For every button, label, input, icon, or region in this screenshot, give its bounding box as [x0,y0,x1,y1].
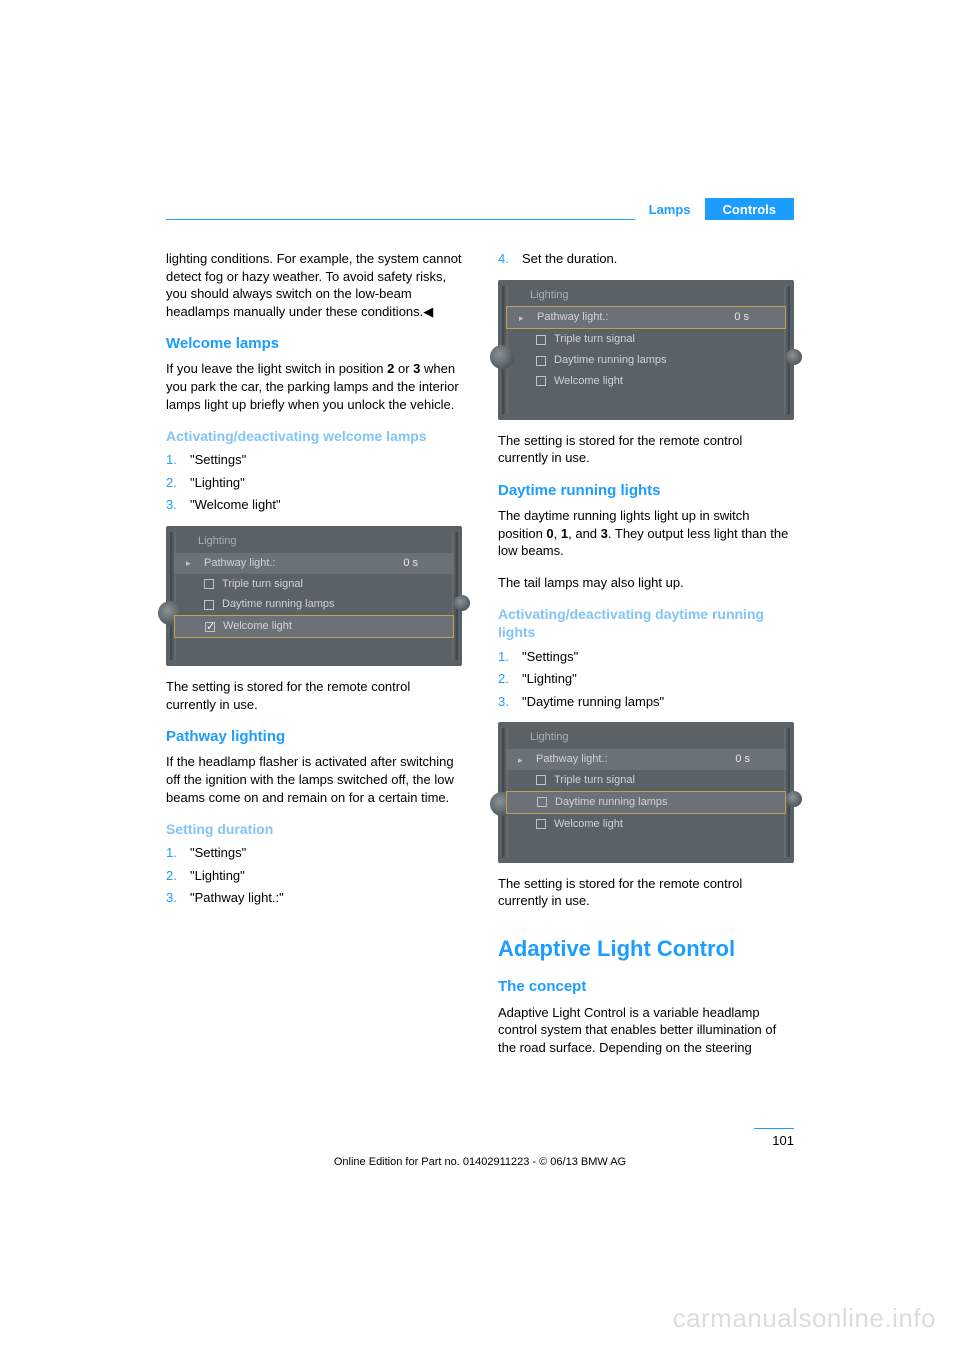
idrive-row: Welcome light [506,371,786,392]
page-number-block: 101 [754,1128,794,1148]
idrive-screenshot-welcome: Lighting ▸Pathway light.:0 s Triple turn… [166,526,462,666]
stored-note: The setting is stored for the remote con… [166,678,462,713]
drl-steps-list: 1."Settings" 2."Lighting" 3."Daytime run… [498,648,794,711]
idrive-title: Lighting [506,728,786,749]
activating-welcome-heading: Activating/deactivating welcome lamps [166,427,462,445]
stored-note: The setting is stored for the remote con… [498,875,794,910]
list-item: 2."Lighting" [166,474,462,492]
footer-edition: Online Edition for Part no. 01402911223 … [0,1156,960,1168]
idrive-row-selected: Daytime running lamps [506,791,786,814]
idrive-row-selected: ▸Pathway light.:0 s [506,306,786,329]
welcome-lamps-heading: Welcome lamps [166,334,462,354]
list-item: 4.Set the duration. [498,250,794,268]
concept-heading: The concept [498,977,794,997]
idrive-row: ▸Pathway light.:0 s [506,749,786,770]
right-column: 4.Set the duration. Lighting ▸Pathway li… [498,250,794,1070]
list-item: 1."Settings" [498,648,794,666]
idrive-title: Lighting [506,286,786,307]
pathway-heading: Pathway lighting [166,727,462,747]
list-item: 1."Settings" [166,844,462,862]
welcome-lamps-text: If you leave the light switch in positio… [166,360,462,413]
idrive-row: ▸Pathway light.:0 s [174,553,454,574]
watermark: carmanualsonline.info [673,1303,936,1334]
setting-duration-heading: Setting duration [166,820,462,838]
page-header: Lamps Controls [166,198,794,220]
idrive-row: Triple turn signal [506,329,786,350]
drl-text: The daytime running lights light up in s… [498,507,794,560]
idrive-row: Triple turn signal [174,574,454,595]
list-item: 3."Pathway light.:" [166,889,462,907]
page-number: 101 [772,1133,794,1148]
stored-note: The setting is stored for the remote con… [498,432,794,467]
drl-heading: Daytime running lights [498,481,794,501]
list-item: 2."Lighting" [498,670,794,688]
pathway-text: If the headlamp flasher is activated aft… [166,753,462,806]
list-item: 1."Settings" [166,451,462,469]
adaptive-light-heading: Adaptive Light Control [498,934,794,964]
concept-text: Adaptive Light Control is a variable hea… [498,1004,794,1057]
drl-text2: The tail lamps may also light up. [498,574,794,592]
welcome-steps-list: 1."Settings" 2."Lighting" 3."Welcome lig… [166,451,462,514]
list-item: 2."Lighting" [166,867,462,885]
idrive-row: Daytime running lamps [506,350,786,371]
drl-activating-heading: Activating/deactivating daytime running … [498,605,794,641]
duration-step4: 4.Set the duration. [498,250,794,268]
header-section: Lamps [635,198,705,220]
list-item: 3."Welcome light" [166,496,462,514]
idrive-screenshot-drl: Lighting ▸Pathway light.:0 s Triple turn… [498,722,794,862]
idrive-row: Triple turn signal [506,770,786,791]
idrive-row: Welcome light [506,814,786,835]
idrive-row: Daytime running lamps [174,594,454,615]
intro-paragraph: lighting conditions. For example, the sy… [166,250,462,320]
list-item: 3."Daytime running lamps" [498,693,794,711]
idrive-row-selected: Welcome light [174,615,454,638]
left-column: lighting conditions. For example, the sy… [166,250,462,1070]
idrive-screenshot-pathway: Lighting ▸Pathway light.:0 s Triple turn… [498,280,794,420]
header-chapter: Controls [705,198,794,220]
idrive-title: Lighting [174,532,454,553]
duration-steps-list: 1."Settings" 2."Lighting" 3."Pathway lig… [166,844,462,907]
